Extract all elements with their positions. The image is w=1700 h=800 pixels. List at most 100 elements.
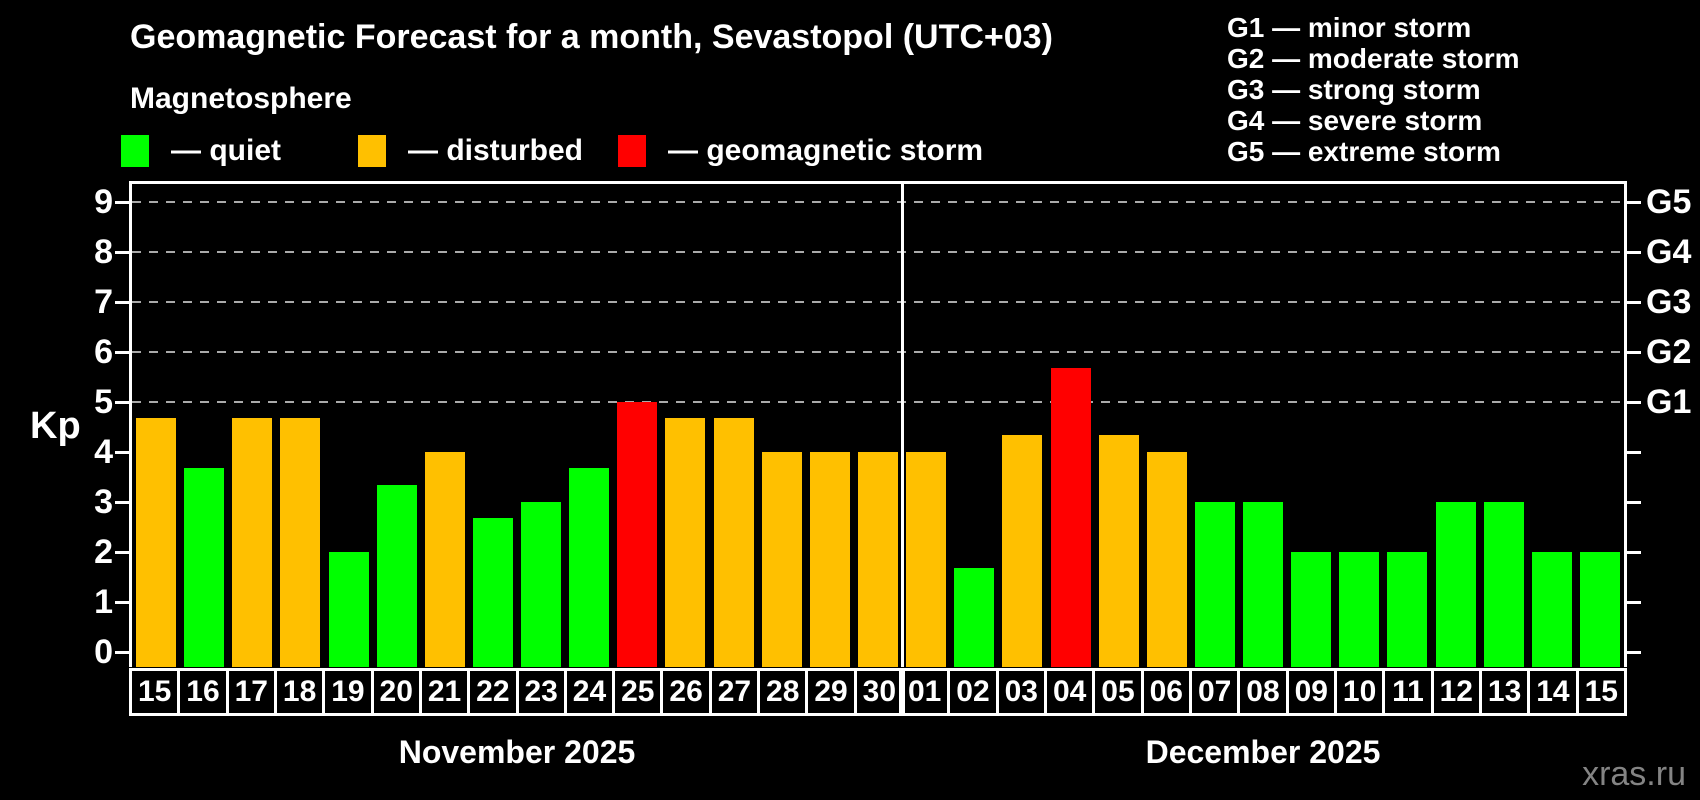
left-tick-8 — [115, 251, 129, 254]
page-title: Geomagnetic Forecast for a month, Sevast… — [130, 18, 1053, 56]
left-tick-7 — [115, 301, 129, 304]
bar-december-03 — [1002, 435, 1042, 667]
day-label-1-05: 05 — [1092, 671, 1140, 713]
y-axis-right — [1624, 181, 1627, 667]
day-label-1-03: 03 — [995, 671, 1044, 713]
bar-december-06 — [1147, 452, 1187, 667]
day-label-1-08: 08 — [1237, 671, 1285, 713]
day-label-1-06: 06 — [1140, 671, 1189, 713]
legend-item-quiet: — quiet — [121, 134, 281, 168]
day-label-1-09: 09 — [1285, 671, 1334, 713]
bar-december-12 — [1436, 502, 1476, 667]
day-label-0-28: 28 — [757, 671, 805, 713]
left-tick-5 — [115, 401, 129, 404]
bar-november-25 — [617, 402, 657, 667]
right-tick-7 — [1627, 301, 1641, 304]
y-tick-label-6: 6 — [94, 333, 113, 371]
left-tick-3 — [115, 501, 129, 504]
right-tick-3 — [1627, 501, 1641, 504]
day-label-1-01: 01 — [907, 675, 942, 708]
left-tick-4 — [115, 451, 129, 454]
day-row-november: 15 16 17 18 19 20 21 22 23 24 25 26 27 28 29 30 — [129, 668, 905, 716]
left-tick-9 — [115, 201, 129, 204]
right-tick-9 — [1627, 201, 1641, 204]
bar-november-26 — [665, 418, 705, 667]
legend-label-quiet: — quiet — [171, 134, 281, 167]
day-label-0-26: 26 — [660, 671, 708, 713]
day-label-0-16: 16 — [177, 671, 225, 713]
day-label-1-10: 10 — [1333, 671, 1382, 713]
right-axis-label-G5: G5 — [1646, 183, 1692, 221]
left-tick-0 — [115, 651, 129, 654]
magnetosphere-subtitle: Magnetosphere — [130, 82, 352, 115]
right-axis-label-G3: G3 — [1646, 283, 1692, 321]
right-axis-label-G1: G1 — [1646, 383, 1692, 421]
bar-december-15 — [1580, 552, 1620, 667]
bar-december-10 — [1339, 552, 1379, 667]
storm-scale-line-g2: G2 — moderate storm — [1227, 43, 1520, 74]
watermark-xras-ru: xras.ru — [1582, 755, 1686, 793]
bar-november-16 — [184, 468, 224, 667]
day-row-december: 01 02 03 04 05 06 07 08 09 10 11 12 13 14 15 — [899, 668, 1627, 716]
bar-november-21 — [425, 452, 465, 667]
legend-item-disturbed: — disturbed — [358, 134, 583, 168]
bar-november-15 — [136, 418, 176, 667]
bar-november-23 — [521, 502, 561, 667]
bar-november-18 — [280, 418, 320, 667]
y-tick-label-7: 7 — [94, 283, 113, 321]
day-label-1-02: 02 — [947, 671, 995, 713]
storm-scale-line-g4: G4 — severe storm — [1227, 105, 1483, 136]
bar-november-20 — [377, 485, 417, 667]
day-label-1-13: 13 — [1478, 671, 1527, 713]
bar-december-02 — [954, 568, 994, 667]
y-tick-label-9: 9 — [94, 183, 113, 221]
day-label-1-12: 12 — [1430, 671, 1479, 713]
y-tick-label-2: 2 — [94, 533, 113, 571]
day-label-1-14: 14 — [1527, 671, 1575, 713]
bar-december-13 — [1484, 502, 1524, 667]
day-label-0-22: 22 — [467, 671, 515, 713]
gridline-kp-5 — [132, 401, 1624, 403]
day-label-0-27: 27 — [708, 671, 757, 713]
month-label-1: December 2025 — [1145, 734, 1381, 770]
bar-december-14 — [1532, 552, 1572, 667]
plot-border-top — [129, 181, 1627, 184]
day-label-0-25: 25 — [612, 671, 660, 713]
day-label-0-23: 23 — [515, 671, 564, 713]
day-label-0-20: 20 — [370, 671, 419, 713]
bar-december-05 — [1099, 435, 1139, 667]
gridline-kp-9 — [132, 201, 1624, 203]
bar-november-29 — [810, 452, 850, 667]
day-label-1-04: 04 — [1043, 671, 1092, 713]
left-tick-6 — [115, 351, 129, 354]
bar-december-01 — [906, 452, 946, 667]
day-label-0-15: 15 — [137, 675, 172, 708]
left-tick-2 — [115, 551, 129, 554]
legend-swatch-storm — [618, 135, 646, 167]
bar-december-09 — [1291, 552, 1331, 667]
day-label-1-11: 11 — [1382, 671, 1430, 713]
day-label-0-18: 18 — [273, 671, 322, 713]
day-label-0-30: 30 — [853, 671, 902, 713]
bar-november-28 — [762, 452, 802, 667]
storm-scale-legend: G1 — minor storm G2 — moderate storm G3 — … — [1227, 12, 1520, 167]
bar-december-11 — [1387, 552, 1427, 667]
day-label-0-17: 17 — [225, 671, 274, 713]
storm-scale-line-g1: G1 — minor storm — [1227, 12, 1472, 43]
y-tick-label-0: 0 — [94, 633, 113, 671]
bar-december-04 — [1051, 368, 1091, 667]
storm-scale-line-g3: G3 — strong storm — [1227, 74, 1481, 105]
right-tick-5 — [1627, 401, 1641, 404]
legend-swatch-disturbed — [358, 135, 386, 167]
day-label-0-21: 21 — [418, 671, 467, 713]
y-axis-left — [129, 181, 132, 667]
gridline-kp-6 — [132, 351, 1624, 353]
bar-november-17 — [232, 418, 272, 667]
y-tick-label-4: 4 — [94, 433, 113, 471]
month-label-0: November 2025 — [398, 734, 636, 770]
left-tick-1 — [115, 601, 129, 604]
day-label-0-24: 24 — [563, 671, 612, 713]
y-tick-label-1: 1 — [94, 583, 113, 621]
legend-item-storm: — geomagnetic storm — [618, 134, 983, 168]
